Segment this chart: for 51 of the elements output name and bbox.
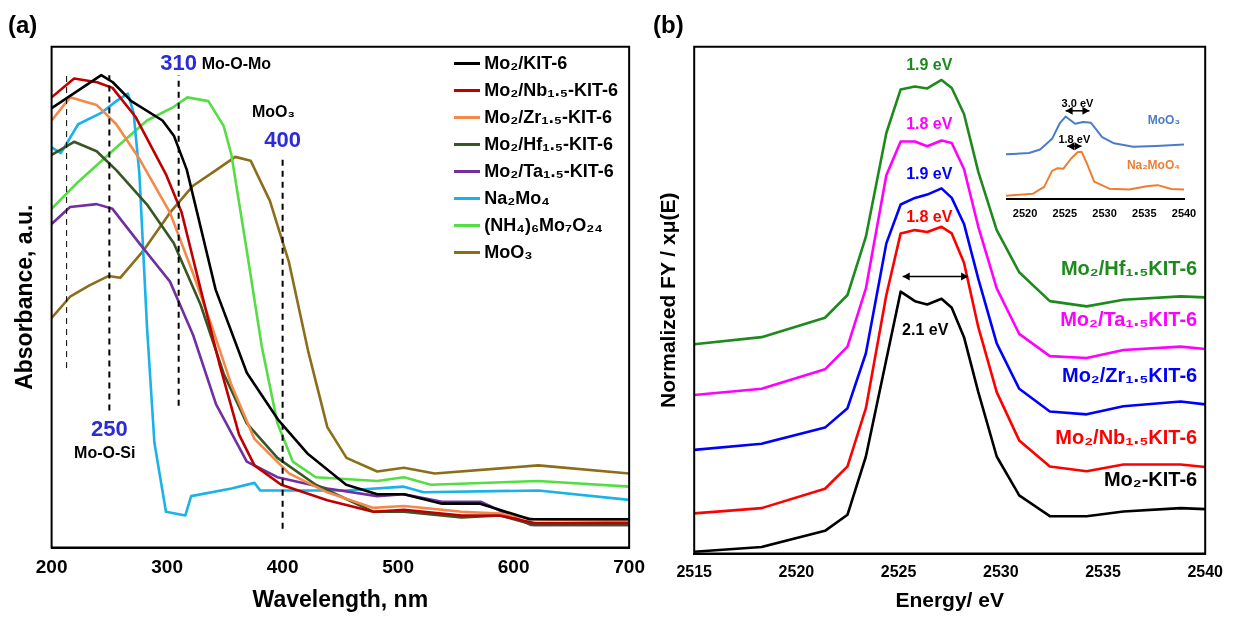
x-tick-label: 400 [266,556,299,578]
chart-title: (b) [653,11,684,39]
x-tick-label: 2520 [778,562,815,580]
x-tick-label: 2530 [1092,207,1117,220]
x-tick-label: 2525 [1052,207,1078,220]
series-label: MoO₃ [1147,112,1180,127]
x-tick-label: 700 [613,556,645,578]
x-tick-label: 200 [35,556,68,578]
x-tick-label: 2520 [1012,207,1038,220]
x-axis-title: Energy/ eV [895,588,1004,612]
series-label: Mo₂-KIT-6 [1103,468,1198,491]
y-axis-title: Normalized FY / xμ(E) [656,192,680,408]
legend-label: Mo₂/Ta₁.₅-KIT-6 [484,160,614,183]
text: Mo-O-Mo [201,54,272,72]
legend-label: Mo₂/Zr₁.₅-KIT-6 [484,106,612,129]
x-tick-label: 2540 [1171,207,1197,220]
annotation: 3.0 eV [1061,97,1095,110]
series-label: Na₂MoO₄ [1126,157,1181,172]
annotation: MoO₃ [251,103,295,121]
x-tick-label: 300 [151,556,183,578]
x-tick-label: 2530 [983,562,1019,580]
ref-line-label: 250 [91,415,128,441]
x-tick-label: 2525 [880,562,917,580]
x-tick-label: 500 [382,556,414,578]
series-label: Mo₂/Hf₁.₅KIT-6 [1060,256,1198,279]
x-tick-label: 2515 [676,562,713,580]
ref-line-label: 400 [264,127,301,153]
legend-label: Na₂Mo₄ [484,187,550,210]
x-tick-label: 2535 [1132,207,1157,220]
text: 1.9 eV [906,56,953,74]
legend-label: (NH₄)₆Mo₇O₂₄ [484,214,603,237]
series-label: Mo₂/Zr₁.₅KIT-6 [1061,363,1198,386]
legend-label: Mo₂/Hf₁.₅-KIT-6 [484,133,613,156]
x-axis-title: Wavelength, nm [252,585,429,612]
annotation: Mo-O-Si [74,443,136,461]
annotation: 1.8 eV [906,115,953,133]
annotation: 1.8 eV [906,207,953,225]
x-tick-label: 2540 [1187,562,1224,580]
x-tick-label: 600 [497,556,530,578]
legend-label: MoO₃ [484,241,533,264]
x-tick-label: 2535 [1085,562,1121,580]
legend-label: Mo₂/Nb₁.₅-KIT-6 [484,79,618,102]
legend-label: Mo₂/KIT-6 [484,52,568,75]
chart-title: (a) [8,11,38,39]
ref-line-label: 310 [160,50,198,76]
annotation: 1.9 eV [906,165,953,183]
series-label: Mo₂/Ta₁.₅KIT-6 [1060,308,1198,331]
series-label: Mo₂/Nb₁.₅KIT-6 [1055,426,1198,449]
annotation: 2.1 eV [902,321,949,339]
y-axis-title: Absorbance, a.u. [11,204,38,390]
annotation: 1.8 eV [1058,132,1091,145]
